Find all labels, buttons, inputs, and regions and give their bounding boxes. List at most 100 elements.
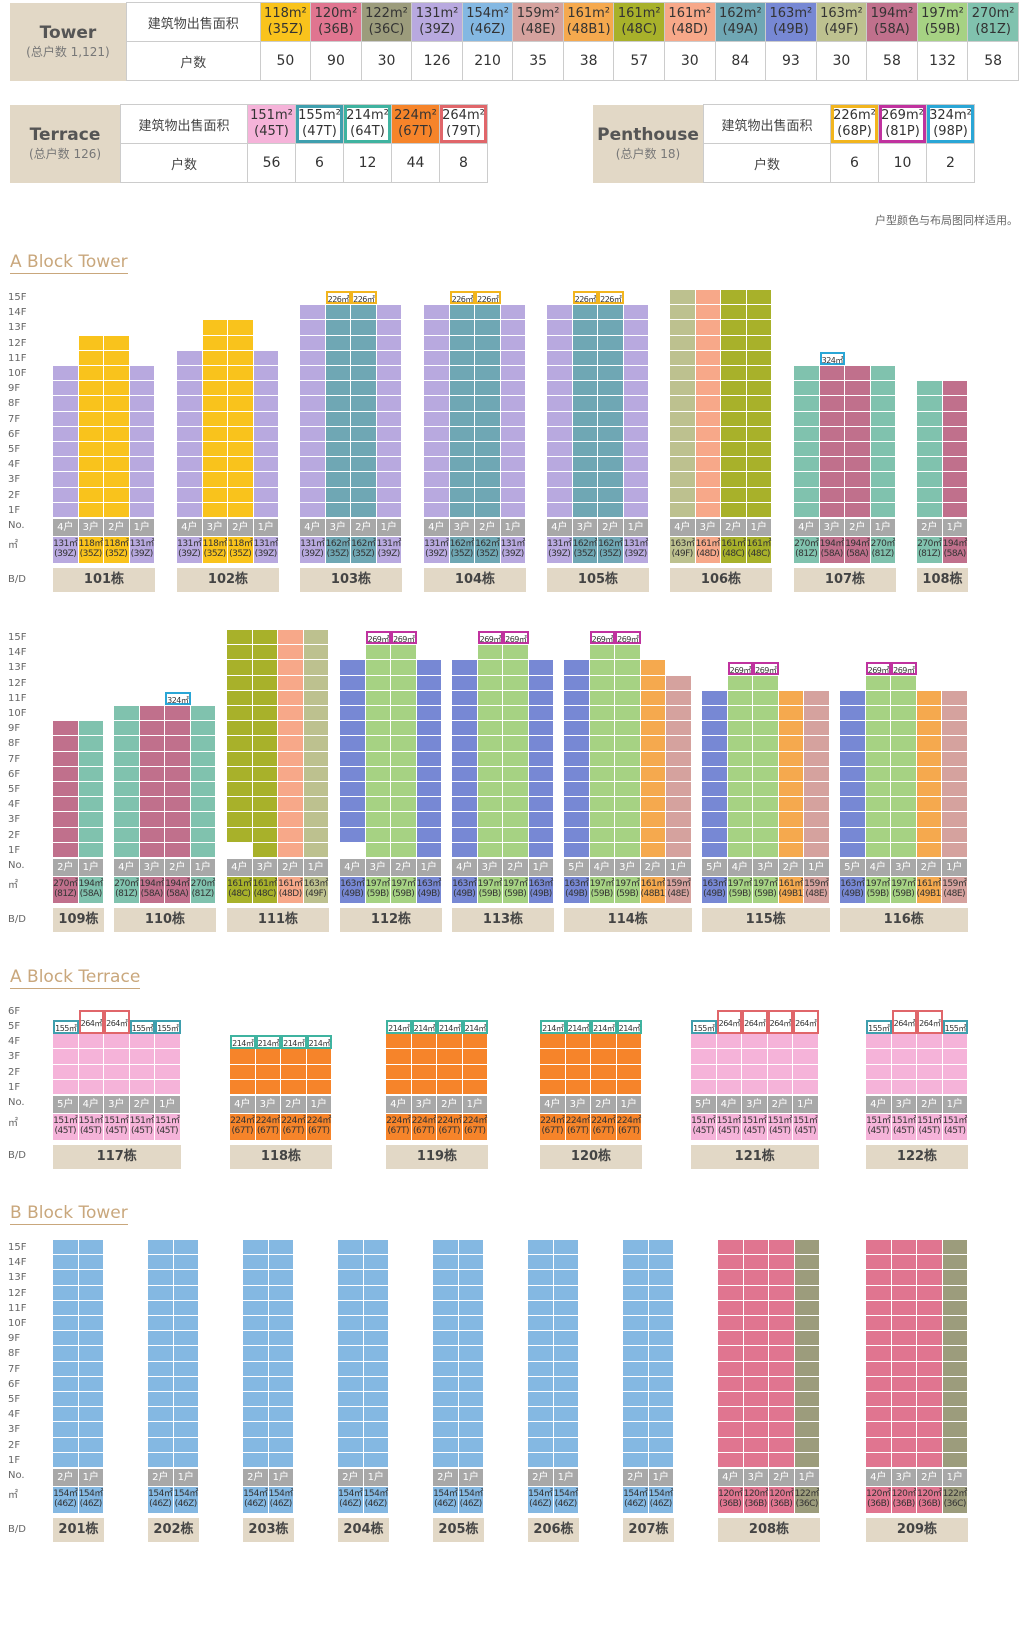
unit-count: 4户 [230, 1096, 256, 1113]
unit-area-code: (67T) [231, 1126, 254, 1136]
floor-unit [340, 690, 366, 706]
floor-unit [278, 736, 304, 752]
floor-unit [190, 797, 216, 813]
unit-area-size: 154㎡ [433, 1489, 458, 1499]
floor-label: 5F [8, 1394, 21, 1405]
unit-area-size: 270㎡ [917, 539, 942, 549]
unit-area-code: (35Z) [450, 549, 474, 559]
floor-label: 12F [8, 337, 27, 349]
floor-unit [942, 721, 968, 737]
floor-unit [477, 842, 503, 858]
floor-unit [475, 426, 501, 442]
floor-unit [623, 1392, 649, 1408]
row-label-no: No. [8, 520, 25, 531]
unit-area-size: 151㎡ [742, 1116, 767, 1126]
floor-unit [891, 1407, 917, 1423]
unit-area: 118㎡ (35Z) [202, 537, 228, 563]
floor-unit [78, 1407, 104, 1423]
unit-area-size: 163㎡ [840, 879, 865, 889]
unit-column [767, 1034, 793, 1095]
floor-unit [564, 842, 590, 858]
unit-area: 270㎡ (81Z) [53, 877, 79, 903]
penthouse-tag: 324㎡ [819, 352, 845, 365]
floor-unit [243, 1331, 269, 1347]
penthouse_summary-type-count: 10 [878, 143, 927, 183]
floor-unit [547, 457, 573, 473]
unit-area: 151㎡ (45T) [742, 1114, 768, 1140]
unit-area-code: (39Z) [501, 549, 525, 559]
floor-label: 8F [8, 738, 21, 750]
floor-unit [917, 381, 943, 397]
floor-unit [452, 812, 478, 828]
unit-count: 1户 [804, 859, 830, 876]
floor-unit [449, 411, 475, 427]
unit-area-size: 154㎡ [148, 1489, 173, 1499]
floor-unit [114, 721, 140, 737]
floor-unit [391, 781, 417, 798]
floor-unit [53, 396, 79, 412]
unit-count: 2户 [433, 1469, 459, 1486]
unit-area-size: 194㎡ [942, 539, 968, 549]
floor-unit [866, 1376, 892, 1392]
floor-unit [666, 705, 692, 722]
floor-unit [53, 766, 79, 782]
unit-area-size: 154㎡ [528, 1489, 553, 1499]
floor-unit [640, 721, 666, 737]
floor-unit [433, 1422, 459, 1438]
tower_summary-type-count: 30 [815, 41, 868, 81]
floor-unit [746, 305, 772, 321]
unit-area-code: (39Z) [377, 549, 401, 559]
floor-unit [303, 675, 329, 691]
floor-unit [623, 381, 649, 397]
floor-unit [475, 457, 501, 473]
unit-area-size: 194㎡ [819, 539, 845, 549]
floor-unit [165, 706, 191, 722]
building-name: 110栋 [114, 908, 216, 932]
floor-unit [572, 457, 598, 473]
floor-unit [942, 1270, 968, 1286]
floor-unit [252, 630, 278, 646]
floor-unit [702, 812, 728, 828]
floor-unit [794, 1285, 820, 1301]
floor-unit [278, 797, 304, 813]
unit-area-code: (45T) [718, 1126, 740, 1136]
floor-unit [778, 705, 804, 722]
floor-unit [391, 690, 417, 706]
floor-unit [411, 1049, 437, 1065]
floor-unit [695, 426, 721, 442]
floor-unit [114, 751, 140, 767]
floor-unit [648, 1331, 674, 1347]
unit-count: 1户 [666, 859, 692, 876]
floor-unit [78, 396, 104, 412]
floor-unit [104, 1079, 130, 1095]
floor-unit [865, 736, 891, 752]
floor-unit [942, 1285, 968, 1301]
floor-unit [139, 797, 165, 813]
unit-area-code: (59B) [892, 889, 915, 899]
floor-unit [870, 487, 896, 503]
floor-label: 6F [8, 1378, 21, 1390]
unit-area-code: (45T) [156, 1126, 179, 1136]
floor-unit [616, 1034, 642, 1050]
floor-unit [148, 1270, 174, 1286]
floor-unit [891, 1361, 917, 1377]
unit-count: 1户 [78, 859, 104, 876]
floor-unit [325, 502, 351, 518]
floor-unit [742, 1064, 768, 1080]
floor-unit [891, 1392, 917, 1408]
floor-unit [721, 502, 747, 518]
floor-unit [424, 502, 450, 518]
floor-unit [870, 457, 896, 473]
floor-unit [865, 812, 891, 828]
floor-unit [437, 1064, 463, 1080]
unit-area-code: (39Z) [54, 549, 77, 559]
unit-area-size: 194㎡ [165, 879, 190, 889]
unit-area-size: 161㎡ [640, 879, 666, 889]
unit-count: 2户 [338, 1469, 364, 1486]
tower_summary-type-count: 93 [765, 41, 817, 81]
unit-area: 194㎡ (58A) [165, 877, 191, 903]
floor-unit [917, 1049, 943, 1065]
unit-area: 120㎡ (36B) [769, 1487, 795, 1513]
unit-area-code: (39Z) [130, 549, 154, 559]
floor-label: 3F [8, 814, 21, 826]
